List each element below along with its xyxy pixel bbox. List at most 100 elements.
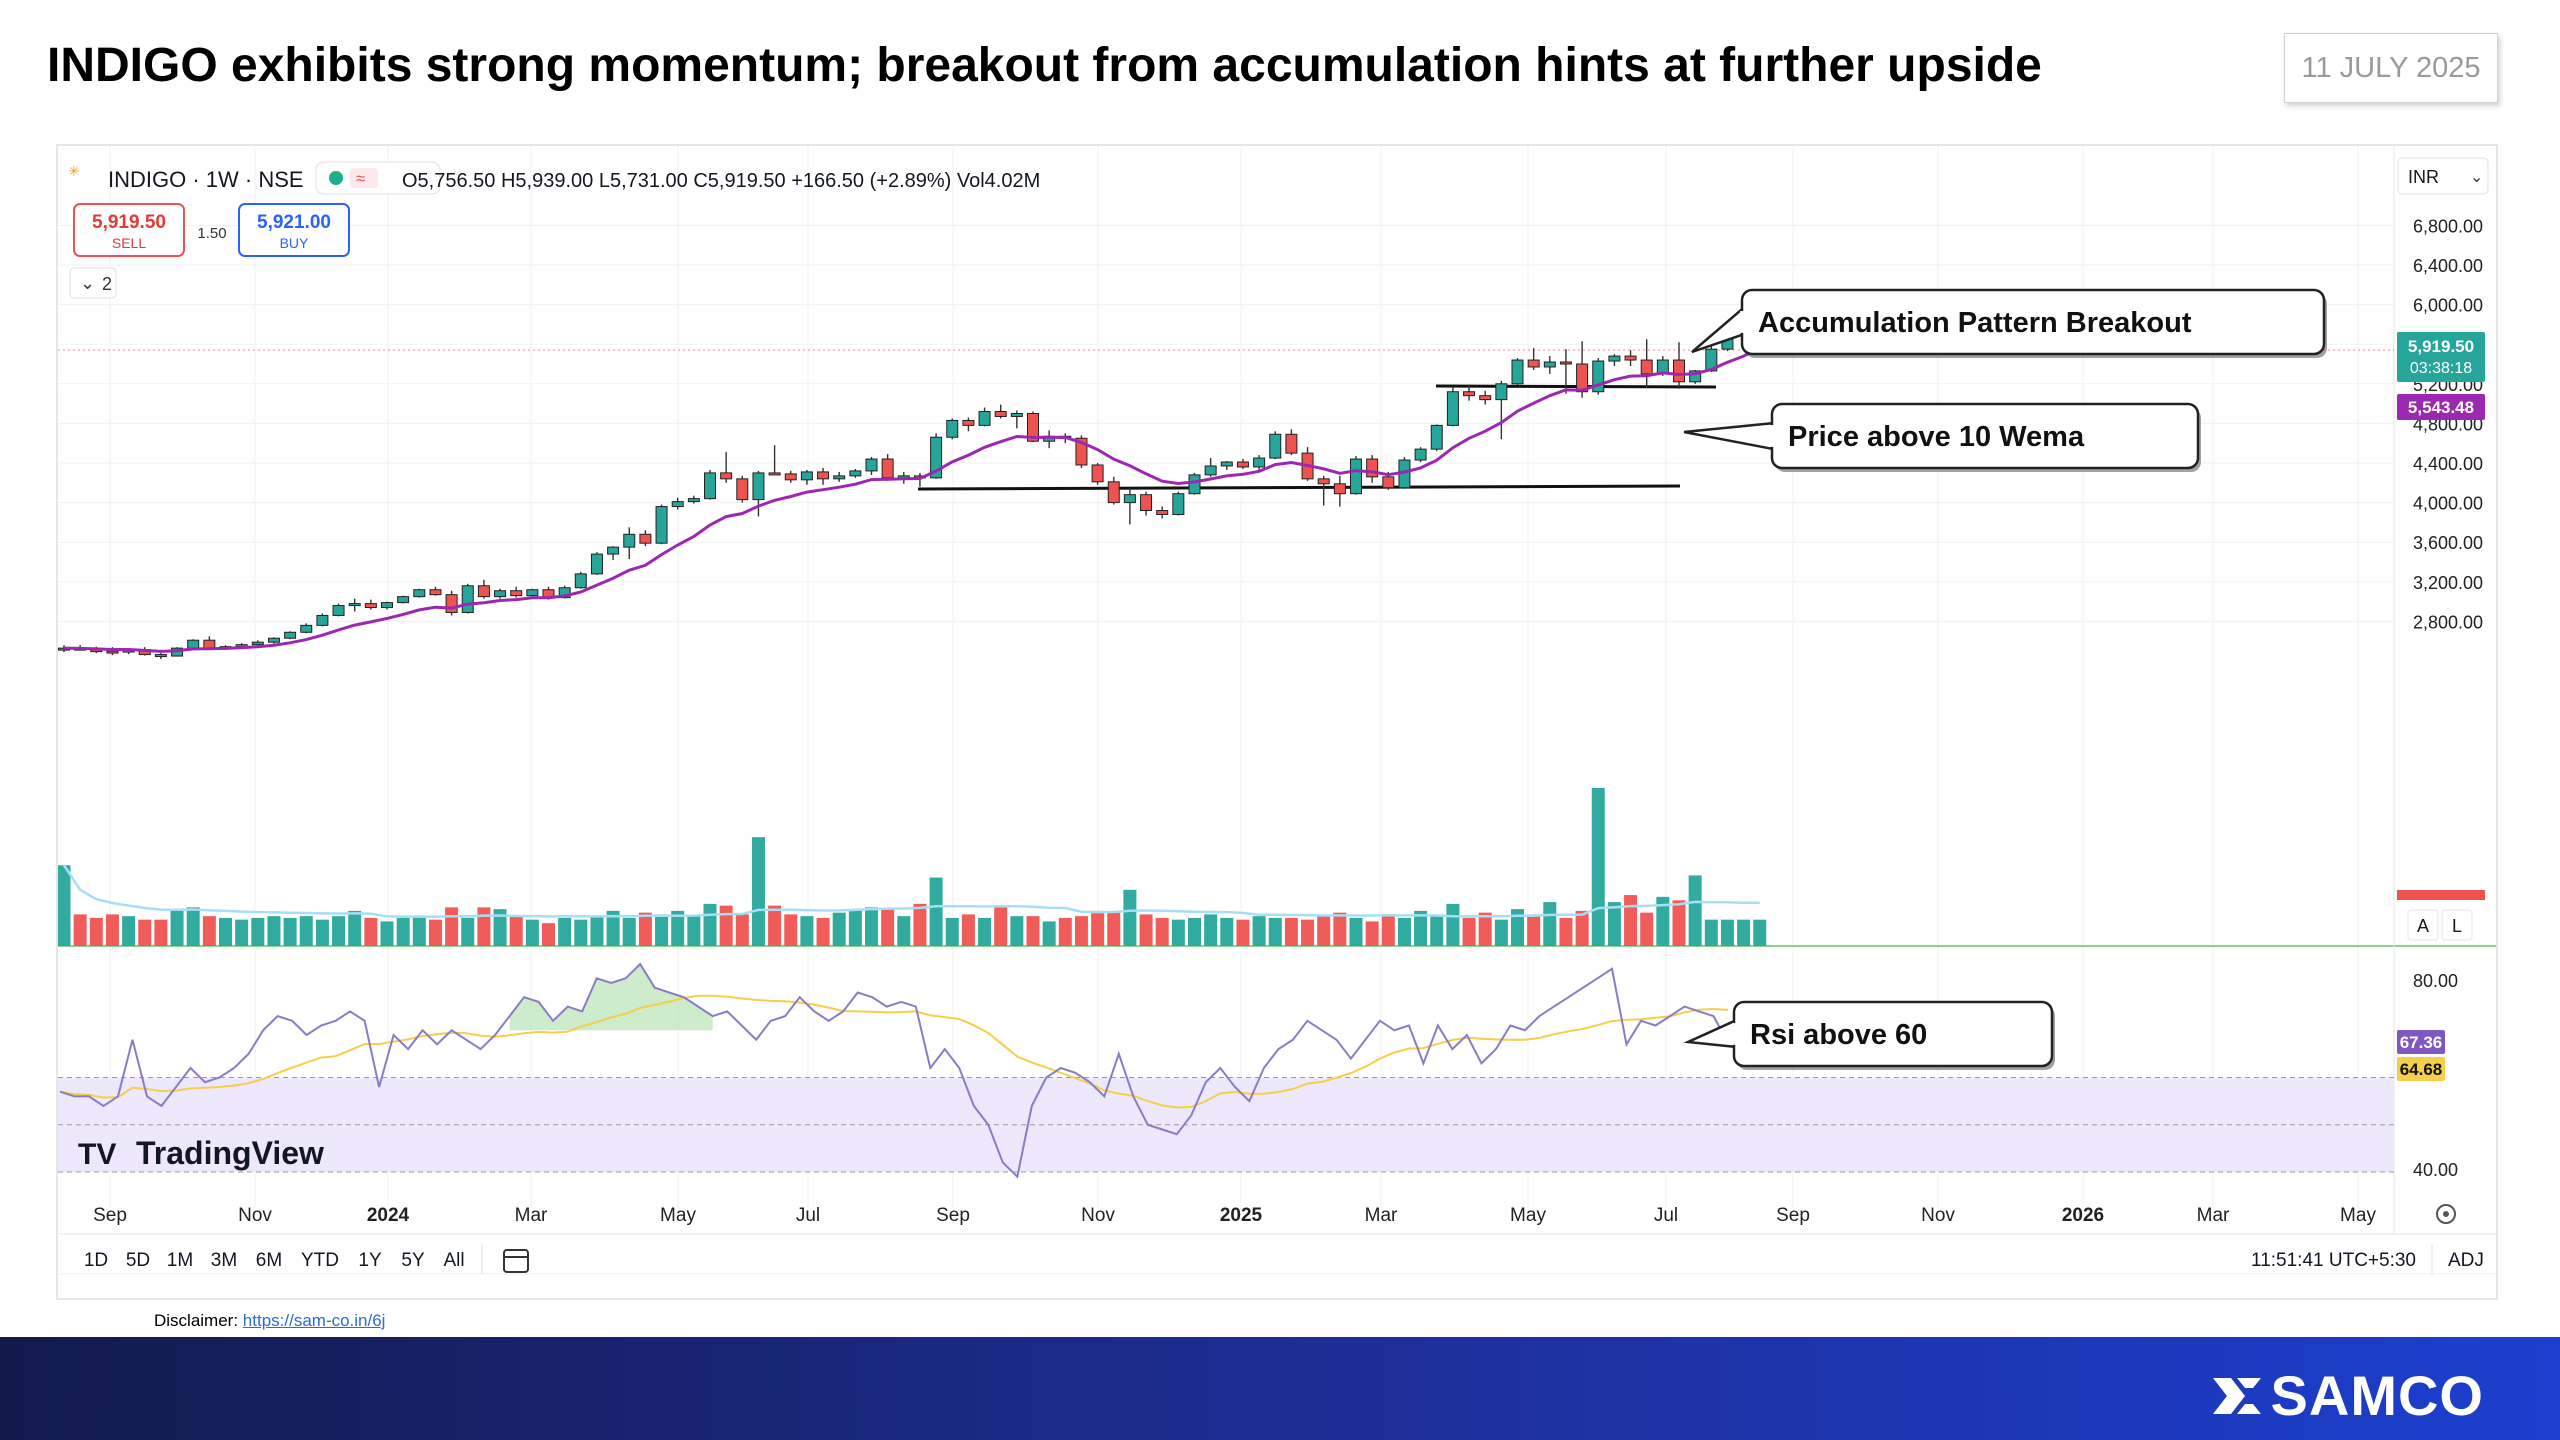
symbol-title: INDIGO · 1W · NSE <box>108 167 304 192</box>
rsi-ma-value: 64.68 <box>2400 1060 2443 1079</box>
volume-bar <box>525 919 539 946</box>
candle-body <box>1495 383 1508 401</box>
volume-bar <box>1720 919 1734 946</box>
candle <box>1204 458 1217 477</box>
candle <box>1220 461 1233 470</box>
volume-bar <box>558 917 572 946</box>
buy-label: BUY <box>280 235 309 251</box>
candle <box>817 467 830 485</box>
candle-body <box>574 573 587 589</box>
tradingview-chart[interactable]: 6,800.006,400.006,000.005,600.005,200.00… <box>58 146 2496 1298</box>
candle-body <box>1673 359 1685 383</box>
rsi-callout-label: Rsi above 60 <box>1750 1019 1927 1051</box>
candle-body <box>1236 461 1249 468</box>
time-tick-label: Mar <box>2197 1205 2230 1226</box>
volume-bar <box>493 909 507 946</box>
time-tick-label: May <box>2340 1205 2376 1226</box>
volume-bar <box>1317 916 1331 946</box>
volume-bar <box>89 917 103 946</box>
volume-bar <box>1640 912 1654 946</box>
volume-bar <box>186 907 200 946</box>
breakout-callout: Accumulation Pattern Breakout <box>1691 288 2327 358</box>
time-tick-label: Jul <box>796 1205 820 1226</box>
callouts: Accumulation Pattern Breakout Price above… <box>1683 288 2327 1070</box>
candle-body <box>477 585 490 598</box>
candle <box>1172 491 1185 516</box>
candle <box>477 579 490 599</box>
settings-gear-icon[interactable] <box>2436 1204 2456 1224</box>
candle-body <box>1317 478 1330 485</box>
volume-bar <box>461 917 475 946</box>
rsi-tick-label: 80.00 <box>2413 971 2458 991</box>
volume-bar <box>445 907 459 946</box>
ohlc-readout: O5,756.50 H5,939.00 L5,731.00 C5,919.50 … <box>402 170 1040 192</box>
tradingview-wordmark: TradingView <box>136 1135 324 1171</box>
rsi-line <box>59 962 1729 1179</box>
volume-bar <box>1268 917 1282 946</box>
timeframe-6m: 6M <box>256 1250 282 1271</box>
time-tick-label: Nov <box>1921 1205 1955 1226</box>
disclaimer: Disclaimer: https://sam-co.in/6j <box>154 1311 385 1331</box>
volume-bar <box>428 919 442 946</box>
volume-bar <box>1430 916 1444 946</box>
volume-bar <box>1478 912 1492 946</box>
candle <box>768 445 781 476</box>
candle-body <box>1446 391 1459 426</box>
candle-body <box>1188 474 1201 495</box>
volume-bar <box>1591 788 1605 946</box>
candle-body <box>397 596 410 604</box>
volume-bar <box>1026 916 1040 946</box>
candle-body <box>413 589 426 598</box>
candle <box>1091 463 1104 485</box>
volume-bar <box>622 917 636 946</box>
candle <box>1414 447 1427 463</box>
disclaimer-link[interactable]: https://sam-co.in/6j <box>242 1311 386 1330</box>
candle <box>623 527 636 560</box>
candle-body <box>623 533 636 548</box>
volume-bar <box>784 914 798 946</box>
volume-bar <box>671 910 685 946</box>
disclaimer-label: Disclaimer: <box>154 1311 239 1330</box>
buy-button[interactable] <box>238 203 350 257</box>
samco-mark-icon <box>2212 1377 2261 1414</box>
volume-bar <box>1753 919 1767 946</box>
timeframe-1y: 1Y <box>358 1250 382 1271</box>
candle <box>1511 358 1524 385</box>
candle-body <box>1511 359 1524 385</box>
chart-panel[interactable]: 6,800.006,400.006,000.005,600.005,200.00… <box>56 144 2498 1300</box>
candle <box>1592 358 1605 395</box>
candle-body <box>284 631 297 639</box>
time-tick-label: 2026 <box>2062 1205 2104 1226</box>
candle-body <box>865 458 878 472</box>
volume-bar <box>1236 919 1250 946</box>
currency-select[interactable] <box>2397 157 2489 195</box>
candle-body <box>106 650 119 654</box>
volume-bar <box>1365 921 1379 946</box>
volume-bar <box>219 917 232 946</box>
footer-bar: SAMCO <box>0 1337 2560 1440</box>
candle-body <box>930 436 943 479</box>
candle <box>1140 491 1153 516</box>
volume-bar <box>1559 917 1573 946</box>
settings-gear-hub <box>2443 1211 2449 1217</box>
volume-bar <box>1543 902 1557 946</box>
volume-bar <box>961 914 975 946</box>
rsi-band <box>58 1077 2394 1173</box>
auto-scale-button[interactable] <box>2407 909 2439 941</box>
volume-bar <box>251 917 265 946</box>
tradingview-logo-icon: TV <box>78 1138 116 1171</box>
sell-label: SELL <box>112 235 146 251</box>
indicators-toggle[interactable] <box>69 267 117 299</box>
sell-button[interactable] <box>73 203 185 257</box>
volume-bar <box>865 907 878 946</box>
time-tick-label: Nov <box>1081 1205 1115 1226</box>
candle <box>865 457 878 475</box>
date-range-icon[interactable] <box>503 1249 529 1273</box>
candle <box>445 590 458 616</box>
log-scale-button[interactable] <box>2441 909 2473 941</box>
chevron-down-icon: ⌄ <box>80 273 95 293</box>
price-tick-label: 6,800.00 <box>2413 216 2483 236</box>
candle <box>494 588 507 599</box>
volume-bar <box>1252 916 1266 946</box>
accumulation-resistance-line <box>1435 384 1717 389</box>
